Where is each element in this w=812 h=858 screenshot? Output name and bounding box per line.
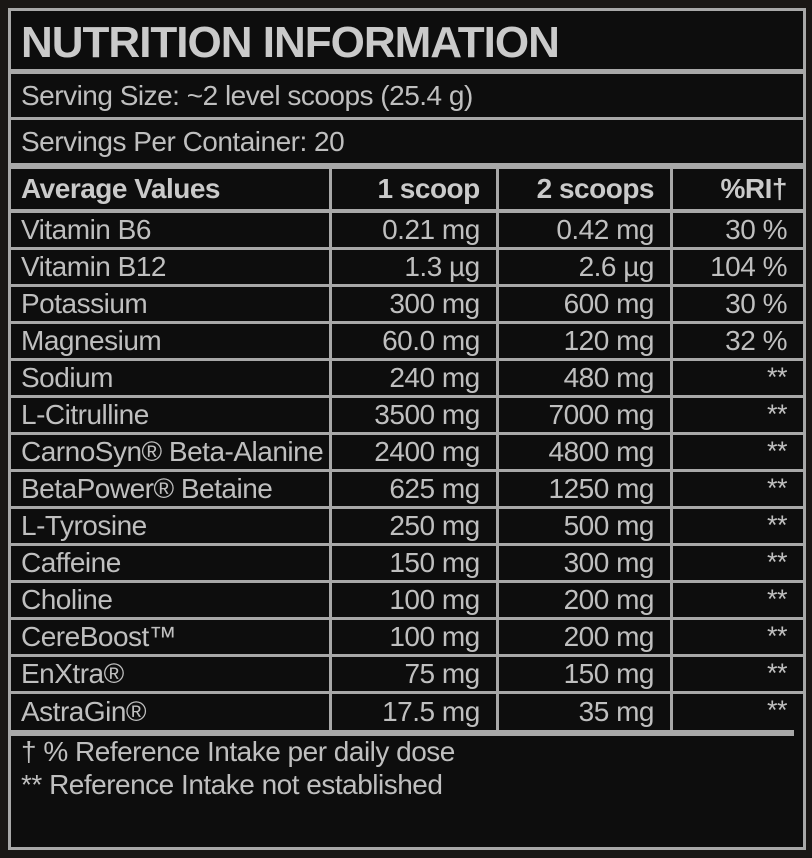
table-row: L-Citrulline 3500 mg 7000 mg **	[11, 395, 803, 434]
ingredient-name-cell: BetaPower® Betaine	[11, 469, 331, 508]
table-row: Potassium 300 mg 600 mg 30 %	[11, 284, 803, 323]
divider-above-table	[11, 163, 803, 169]
one-scoop-value-cell: 150 mg	[329, 543, 498, 582]
serving-size-text: Serving Size: ~2 level scoops (25.4 g)	[21, 79, 473, 111]
ri-value-cell: **	[670, 543, 803, 582]
one-scoop-value-cell: 240 mg	[329, 358, 498, 397]
ri-value-cell: 32 %	[670, 321, 803, 360]
one-scoop-value-cell: 60.0 mg	[329, 321, 498, 360]
ri-value-cell: **	[670, 691, 803, 730]
two-scoops-value-cell: 2.6 µg	[495, 247, 672, 286]
ingredient-name-cell: Sodium	[11, 358, 331, 397]
two-scoops-value-cell: 200 mg	[495, 617, 672, 656]
ri-value-cell: **	[670, 506, 803, 545]
col-header-average-values: Average Values	[11, 169, 331, 213]
ingredient-name-cell: L-Tyrosine	[11, 506, 331, 545]
two-scoops-value-cell: 150 mg	[495, 654, 672, 693]
two-scoops-value-cell: 200 mg	[495, 580, 672, 619]
table-row: BetaPower® Betaine 625 mg 1250 mg **	[11, 469, 803, 508]
label-title: NUTRITION INFORMATION	[21, 18, 560, 67]
divider-above-footnotes	[11, 729, 794, 736]
one-scoop-value-cell: 1.3 µg	[329, 247, 498, 286]
ingredient-name-cell: Vitamin B6	[21, 214, 151, 245]
table-row: CereBoost™ 100 mg 200 mg **	[11, 617, 803, 656]
two-scoops-value-cell: 7000 mg	[495, 395, 672, 434]
ingredient-name-cell: EnXtra®	[11, 654, 331, 693]
ingredient-name-cell: CarnoSyn® Beta-Alanine	[11, 432, 331, 471]
table-row: AstraGin® 17.5 mg 35 mg **	[11, 691, 803, 730]
table-row: Sodium 240 mg 480 mg **	[11, 358, 803, 397]
ri-value-cell: 30 %	[670, 211, 803, 249]
two-scoops-value-cell: 120 mg	[495, 321, 672, 360]
ri-value-cell: **	[670, 580, 803, 619]
divider-under-title	[11, 69, 803, 74]
ingredient-name-cell: Magnesium	[11, 321, 331, 360]
two-scoops-value-cell: 300 mg	[495, 543, 672, 582]
two-scoops-value-cell: 4800 mg	[495, 432, 672, 471]
two-scoops-value-cell: 0.42 mg	[495, 211, 672, 249]
one-scoop-value-cell: 2400 mg	[329, 432, 498, 471]
ingredient-name-cell: L-Citrulline	[11, 395, 331, 434]
ri-value-cell: **	[670, 469, 803, 508]
table-row: Vitamin B12 1.3 µg 2.6 µg 104 %	[11, 247, 803, 286]
ri-value-cell: **	[670, 432, 803, 471]
one-scoop-value-cell: 250 mg	[329, 506, 498, 545]
one-scoop-value-cell: 625 mg	[329, 469, 498, 508]
one-scoop-value-cell: 100 mg	[329, 617, 498, 656]
ri-value-cell: **	[670, 358, 803, 397]
two-scoops-value-cell: 600 mg	[495, 284, 672, 323]
ingredient-name-cell: Potassium	[11, 284, 331, 323]
one-scoop-value-cell: 75 mg	[329, 654, 498, 693]
two-scoops-value-cell: 35 mg	[495, 691, 672, 730]
table-row: Magnesium 60.0 mg 120 mg 32 %	[11, 321, 803, 360]
ingredient-name-cell: AstraGin®	[11, 691, 331, 730]
nutrition-label: NUTRITION INFORMATION Serving Size: ~2 l…	[8, 8, 806, 850]
table-row: L-Tyrosine 250 mg 500 mg **	[11, 506, 803, 545]
ingredient-name-cell: Choline	[11, 580, 331, 619]
one-scoop-value-cell: 100 mg	[329, 580, 498, 619]
two-scoops-value-cell: 480 mg	[495, 358, 672, 397]
ri-value-cell: **	[670, 617, 803, 656]
table-row: CarnoSyn® Beta-Alanine 2400 mg 4800 mg **	[11, 432, 803, 471]
nutrition-table-body: Vitamin B6 0.21 mg 0.42 mg 30 % Vitamin B12 1…	[11, 211, 803, 730]
one-scoop-value-cell: 0.21 mg	[329, 211, 498, 249]
two-scoops-value-cell: 500 mg	[495, 506, 672, 545]
divider-thin	[11, 117, 803, 120]
ingredient-name-cell: Vitamin B12	[11, 247, 331, 286]
ingredient-name-cell: CereBoost™	[11, 617, 331, 656]
table-row: Vitamin B6 0.21 mg 0.42 mg 30 %	[11, 211, 803, 249]
one-scoop-value-cell: 300 mg	[329, 284, 498, 323]
table-row: Choline 100 mg 200 mg **	[11, 580, 803, 619]
table-row: EnXtra® 75 mg 150 mg **	[11, 654, 803, 693]
one-scoop-value-cell: 17.5 mg	[329, 691, 498, 730]
footnote-reference-intake: † % Reference Intake per daily dose	[21, 736, 455, 767]
nutrition-table: Average Values 1 scoop 2 scoops %RI† Vit…	[11, 169, 803, 730]
ri-value-cell: 30 %	[670, 284, 803, 323]
servings-per-container-text: Servings Per Container: 20	[21, 125, 345, 157]
footnote-not-established: ** Reference Intake not established	[21, 769, 443, 800]
ri-value-cell: 104 %	[670, 247, 803, 286]
table-header-row: Average Values 1 scoop 2 scoops %RI†	[11, 169, 803, 213]
table-row: Caffeine 150 mg 300 mg **	[11, 543, 803, 582]
one-scoop-value-cell: 3500 mg	[329, 395, 498, 434]
ri-value-cell: **	[670, 395, 803, 434]
ingredient-name-cell: Caffeine	[11, 543, 331, 582]
ri-value-cell: **	[670, 654, 803, 693]
col-header-1-scoop: 1 scoop	[329, 169, 498, 213]
two-scoops-value-cell: 1250 mg	[495, 469, 672, 508]
col-header-percent-ri: %RI†	[670, 169, 803, 213]
col-header-2-scoops: 2 scoops	[495, 169, 672, 213]
